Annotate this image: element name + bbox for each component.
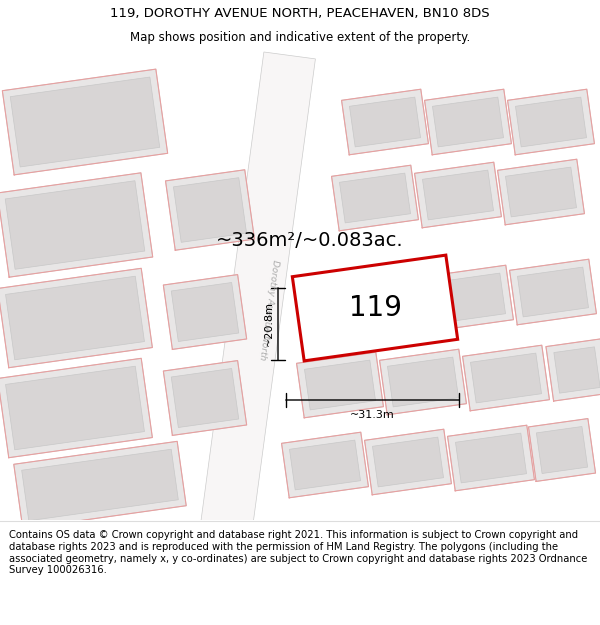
Polygon shape [380,349,466,415]
Polygon shape [5,181,145,269]
Polygon shape [448,425,535,491]
Polygon shape [332,165,418,231]
Polygon shape [166,170,254,250]
Polygon shape [14,441,186,529]
Polygon shape [292,255,458,361]
Polygon shape [349,97,421,147]
Polygon shape [422,170,494,220]
Text: ~20.8m: ~20.8m [264,301,274,346]
Polygon shape [536,426,587,474]
Polygon shape [304,360,376,410]
Polygon shape [196,52,316,568]
Polygon shape [365,429,451,495]
Polygon shape [415,162,502,228]
Polygon shape [173,177,247,242]
Polygon shape [517,267,589,317]
Text: Dorothy Avenue North: Dorothy Avenue North [257,259,280,361]
Polygon shape [434,273,506,323]
Polygon shape [373,437,443,487]
Polygon shape [508,89,595,155]
Polygon shape [296,352,383,418]
Polygon shape [529,419,596,481]
Text: 119: 119 [349,294,401,322]
Polygon shape [470,353,542,403]
Polygon shape [5,366,145,450]
Polygon shape [5,276,145,360]
Polygon shape [2,69,167,175]
Polygon shape [505,167,577,217]
Text: ~336m²/~0.083ac.: ~336m²/~0.083ac. [216,231,404,249]
Polygon shape [163,361,247,436]
Text: ~31.3m: ~31.3m [350,410,395,420]
Polygon shape [554,347,600,393]
Polygon shape [171,282,239,341]
Polygon shape [0,173,153,277]
Text: Contains OS data © Crown copyright and database right 2021. This information is : Contains OS data © Crown copyright and d… [9,531,587,575]
Polygon shape [463,345,550,411]
Polygon shape [163,274,247,349]
Polygon shape [433,97,503,147]
Polygon shape [281,432,368,498]
Polygon shape [388,357,458,407]
Polygon shape [22,449,178,521]
Polygon shape [425,89,511,155]
Polygon shape [341,89,428,155]
Polygon shape [340,173,410,223]
Text: Map shows position and indicative extent of the property.: Map shows position and indicative extent… [130,31,470,44]
Polygon shape [427,265,514,331]
Polygon shape [0,358,152,457]
Polygon shape [289,440,361,490]
Polygon shape [509,259,596,325]
Polygon shape [455,433,527,483]
Polygon shape [171,369,239,428]
Text: 119, DOROTHY AVENUE NORTH, PEACEHAVEN, BN10 8DS: 119, DOROTHY AVENUE NORTH, PEACEHAVEN, B… [110,8,490,21]
Polygon shape [0,268,152,368]
Polygon shape [497,159,584,225]
Polygon shape [515,97,587,147]
Polygon shape [546,339,600,401]
Polygon shape [10,77,160,167]
